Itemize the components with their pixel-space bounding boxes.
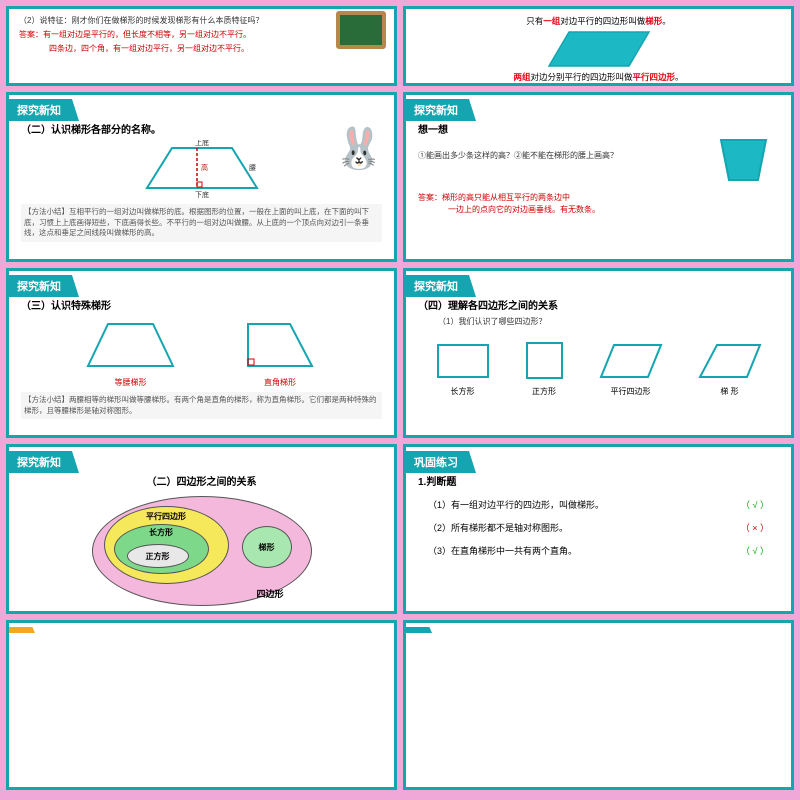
quiz-3: （3）在直角梯形中一共有两个直角。（ √ ） — [418, 544, 779, 557]
tab-explore5: 探究新知 — [9, 451, 79, 473]
slide-special: 探究新知 （三）认识特殊梯形 等腰梯形 直角梯形 【方法小结 — [6, 268, 397, 438]
cup-trapezoid — [716, 135, 771, 185]
def-trapezoid: 只有一组对边平行的四边形叫做梯形。 — [416, 15, 781, 27]
slide-top-left: （2）说特征：刚才你们在做梯形的时候发现梯形有什么本质特征吗？ 答案：有一组对边… — [6, 6, 397, 86]
slide-relations: 探究新知 （四）理解各四边形之间的关系 （1）我们认识了哪些四边形？ 长方形 正… — [403, 268, 794, 438]
slide-top-right: 只有一组对边平行的四边形叫做梯形。 两组对边分别平行的四边形叫做平行四边形。 — [403, 6, 794, 86]
right-trapezoid — [240, 318, 320, 373]
slide-bottom-right — [403, 620, 794, 790]
parallelogram-shape — [544, 28, 654, 70]
quiz-1: （1）有一组对边平行的四边形，叫做梯形。（ √ ） — [418, 498, 779, 511]
slide4-sub: （1）我们认识了哪些四边形？ — [438, 316, 779, 328]
def-parallelogram: 两组对边分别平行的四边形叫做平行四边形。 — [416, 71, 781, 83]
iso-label: 等腰梯形 — [115, 377, 147, 388]
slide-quiz: 巩固练习 1.判断题 （1）有一组对边平行的四边形，叫做梯形。（ √ ） （2）… — [403, 444, 794, 614]
top-left-question: （2）说特征：刚才你们在做梯形的时候发现梯形有什么本质特征吗？ — [19, 15, 384, 27]
venn-diagram: 平行四边形 长方形 正方形 梯形 四边形 — [92, 496, 312, 606]
slide2-title: 想一想 — [418, 121, 779, 136]
quiz-2: （2）所有梯形都不是轴对称图形。（ × ） — [418, 521, 779, 534]
rabbit-icon: 🐰 — [334, 125, 384, 172]
para-shape — [596, 340, 666, 382]
tab-explore3: 探究新知 — [9, 275, 79, 297]
slide-venn: 探究新知 （二）四边形之间的关系 平行四边形 长方形 正方形 梯形 四边形 — [6, 444, 397, 614]
slide-think: 探究新知 想一想 ①能画出多少条这样的高？②能不能在梯形的腰上画高？ 答案：梯形… — [403, 92, 794, 262]
slide5-title: （二）四边形之间的关系 — [21, 473, 382, 488]
slide1-note: 【方法小结】互相平行的一组对边叫做梯形的底。根据图形的位置，一般在上面的叫上底，… — [21, 204, 382, 242]
square-shape — [522, 340, 567, 382]
tab-practice: 巩固练习 — [406, 451, 476, 473]
right-label: 直角梯形 — [264, 377, 296, 388]
top-left-ans2: 四条边，四个角，有一组对边平行，另一组对边不平行。 — [49, 43, 384, 55]
slide-bottom-left — [6, 620, 397, 790]
slide-parts: 探究新知 （二）认识梯形各部分的名称。 上底 下底 高 腰 【方法小结】互相平行… — [6, 92, 397, 262]
tab-explore2: 探究新知 — [406, 99, 476, 121]
slide3-title: （三）认识特殊梯形 — [21, 297, 382, 312]
svg-text:腰: 腰 — [249, 164, 256, 172]
slide2-answer: 答案：梯形的高只能从相互平行的两条边中 一边上的点向它的对边画垂线。有无数条。 — [418, 192, 779, 216]
svg-text:高: 高 — [201, 163, 208, 172]
rect-shape — [433, 340, 493, 382]
tab-explore4: 探究新知 — [406, 275, 476, 297]
trap-shape — [695, 340, 765, 382]
blackboard-icon — [336, 11, 386, 49]
slide4-title: （四）理解各四边形之间的关系 — [418, 297, 779, 312]
tab-summary — [9, 627, 35, 633]
tab-knowledge — [406, 627, 432, 633]
tab-explore: 探究新知 — [9, 99, 79, 121]
isosceles-trapezoid — [83, 318, 178, 373]
slide6-title: 1.判断题 — [418, 473, 779, 488]
svg-text:下底: 下底 — [195, 190, 209, 199]
trapezoid-labeled: 上底 下底 高 腰 — [127, 140, 277, 200]
slide1-title: （二）认识梯形各部分的名称。 — [21, 121, 382, 136]
top-left-ans1: 答案：有一组对边是平行的，但长度不相等，另一组对边不平行。 — [19, 29, 384, 41]
svg-text:上底: 上底 — [195, 140, 209, 147]
slide3-note: 【方法小结】两腰相等的梯形叫做等腰梯形。有两个角是直角的梯形，称为直角梯形。它们… — [21, 392, 382, 419]
